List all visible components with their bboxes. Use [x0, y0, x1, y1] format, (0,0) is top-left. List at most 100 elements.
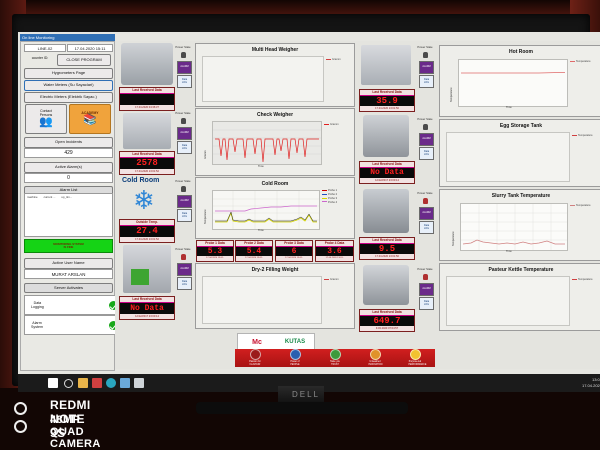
alarm-list-table[interactable]: machine current ... up_tim...	[24, 193, 113, 237]
chart-x-label: Time	[258, 165, 264, 168]
value-coin: Passion for FLAVOUR	[249, 349, 262, 366]
flavour-icon	[249, 349, 261, 361]
value-label: Power of PEOPLE	[290, 361, 300, 366]
chart-hot-room[interactable]: Hot Room	[439, 45, 600, 117]
dry2-last-label: Last Received Data	[120, 297, 174, 303]
chart-title: Multi Head Weigher	[251, 47, 299, 53]
legend-label: Probe 4	[328, 200, 338, 204]
taskbar-clock[interactable]: 13:02 17.04.2020	[582, 377, 600, 389]
windows-taskbar[interactable]: 13:02 17.04.2020	[18, 374, 600, 392]
dry2-data-log-button[interactable]: Data LOG	[177, 277, 192, 290]
slurry-data-log-button[interactable]: Data LOG	[419, 221, 434, 234]
chart-plot-area	[460, 203, 568, 251]
alarm-system-ok-icon	[109, 320, 118, 330]
cr-alarm-button[interactable]: ALARM	[177, 195, 192, 208]
chart-cold-room[interactable]: Cold Room	[195, 177, 355, 239]
active-user-value: MURAT ARSLAN	[24, 269, 113, 279]
monitoring-app-icon[interactable]	[120, 378, 130, 388]
cw-value: 2578	[136, 158, 158, 168]
browser-icon[interactable]	[106, 378, 116, 388]
dry2-filling-readout: Last Received Data No Data 12/12/2017 23…	[119, 296, 175, 320]
probe-2-label: Probe 2 Data	[236, 241, 272, 247]
hr-last-label: Last Received Data	[360, 90, 414, 96]
contact-persons-button[interactable]: Contact Persons 👥	[25, 104, 67, 134]
egg-alarm-button[interactable]: ALARM	[419, 133, 434, 146]
data-logging-label: Data Logging	[31, 301, 44, 309]
header-field-right[interactable]: 17.04.2020 15:11	[67, 44, 113, 52]
probe-4-label: Probe 4 Data	[316, 241, 353, 247]
mhw-alarm-button[interactable]: ALARM	[177, 61, 192, 74]
contact-persons-label: Contact Persons	[39, 108, 53, 117]
monitor-stand-neck	[278, 386, 324, 404]
cr-power-state-label: Power State	[175, 179, 191, 183]
chart-multi-head-weigher[interactable]: Multi Head Weigher Gramm	[195, 43, 355, 107]
mhw-power-state-label: Power State	[175, 45, 191, 49]
legend-swatch	[322, 197, 327, 199]
control-strip-right: Power State ALARM Data LOG Power State A…	[415, 41, 437, 369]
active-alarms-value: 0	[24, 173, 113, 183]
search-icon[interactable]	[64, 379, 73, 388]
hot-room-readout: Last Received Data 35.9 17.04.2020 13:01…	[359, 89, 415, 112]
window-titlebar[interactable]: On line Monitoring	[20, 34, 115, 41]
chart-title: Pasteur Kettle Temperature	[488, 267, 554, 273]
electric-meters-button[interactable]: Electric Meters (Elektrik Sayac.)	[24, 92, 113, 103]
legend-swatch	[324, 123, 329, 125]
monitor-brand-label: DELL	[291, 390, 320, 399]
cr-data-log-button[interactable]: Data LOG	[177, 209, 192, 222]
cw-data-log-button[interactable]: Data LOG	[177, 141, 192, 154]
pasteur-kettle-readout: Last Received Data 649.7 9.03.2020 07:04…	[359, 309, 415, 332]
pk-data-log-button[interactable]: Data LOG	[419, 297, 434, 310]
hr-data-log-button[interactable]: Data LOG	[419, 75, 434, 88]
people-icon	[289, 349, 301, 361]
legend-label: Probe 1	[328, 189, 338, 192]
monitor-screen: On line Monitoring LINE-02 17.04.2020 15…	[18, 32, 600, 392]
brand-logo-bar: Mc KUTAS	[237, 333, 315, 351]
green-hopper-icon	[131, 269, 149, 285]
chart-check-weigher[interactable]: Check Weigher Gramm	[195, 108, 355, 176]
probe-1-value: 5.3	[207, 246, 223, 256]
legend-swatch	[322, 201, 327, 203]
legend-label: Probe 3	[328, 196, 338, 200]
academy-button[interactable]: ACADEMY 📚	[69, 104, 111, 134]
file-explorer-icon[interactable]	[78, 378, 88, 388]
window-app-icon[interactable]	[134, 378, 144, 388]
egg-storage-tank-readout: Last Received Data No Data 12/12/2017 23…	[359, 161, 415, 184]
alarm-col-current: current ...	[43, 195, 56, 199]
egg-power-state-label: Power State	[417, 117, 433, 121]
slurry-tank-image	[363, 189, 409, 233]
chart-plot-area	[212, 190, 320, 230]
cr-timestamp: 17.04.2020 13:01:52	[120, 237, 174, 242]
probe-3-label: Probe 3 Data	[276, 241, 312, 247]
chart-dry2-filling-weight[interactable]: Dry-2 Filling Weight Gramm	[195, 263, 355, 329]
pk-alarm-button[interactable]: ALARM	[419, 283, 434, 296]
close-program-button[interactable]: CLOSE PROGRAM	[57, 54, 111, 66]
egg-data-log-button[interactable]: Data LOG	[419, 147, 434, 160]
pk-power-state-label: Power State	[417, 267, 433, 271]
check-weigher-image	[123, 113, 171, 149]
mhw-timestamp: 17.04.2020 04:36:37	[120, 105, 174, 110]
probe-3-timestamp: 17.04.2020 13:01:	[276, 256, 312, 261]
cold-room-title: Cold Room	[122, 177, 160, 184]
chart-egg-storage-tank[interactable]: Egg Storage Tank Temperature	[439, 119, 600, 187]
start-button-icon[interactable]	[48, 378, 58, 388]
app-icon-red[interactable]	[92, 378, 102, 388]
main-content: Last Received Data 17.04.2020 04:36:37 L…	[115, 41, 600, 369]
chart-pasteur-kettle-temperature[interactable]: Pasteur Kettle Temperature Temperature	[439, 263, 600, 331]
cw-alarm-button[interactable]: ALARM	[177, 127, 192, 140]
hygrometers-page-button[interactable]: Hygrometers Page	[24, 68, 113, 79]
sidebar-panel: LINE-02 17.04.2020 15:11 counter ID: CLO…	[20, 41, 125, 371]
mhw-data-log-button[interactable]: Data LOG	[177, 75, 192, 88]
legend-label: Gramm	[332, 58, 341, 61]
dry2-alarm-button[interactable]: ALARM	[177, 263, 192, 276]
hr-alarm-button[interactable]: ALARM	[419, 61, 434, 74]
chart-slurry-tank-temperature[interactable]: Slurry Tank Temperature	[439, 189, 600, 261]
chart-column-left: Multi Head Weigher Gramm Check Weigher	[195, 41, 355, 369]
water-meters-button[interactable]: Water Meters (Su Sayaclari)	[24, 80, 113, 91]
alarm-col-machine: machine	[27, 195, 38, 199]
value-coin: Unleashed INNOVATION	[369, 349, 382, 366]
innovation-icon	[369, 349, 381, 361]
value-label: Passion for FLAVOUR	[249, 361, 261, 366]
slurry-alarm-button[interactable]: ALARM	[419, 207, 434, 220]
value-label: Unleashed INNOVATION	[368, 361, 383, 366]
header-field-left[interactable]: LINE-02	[24, 44, 66, 52]
